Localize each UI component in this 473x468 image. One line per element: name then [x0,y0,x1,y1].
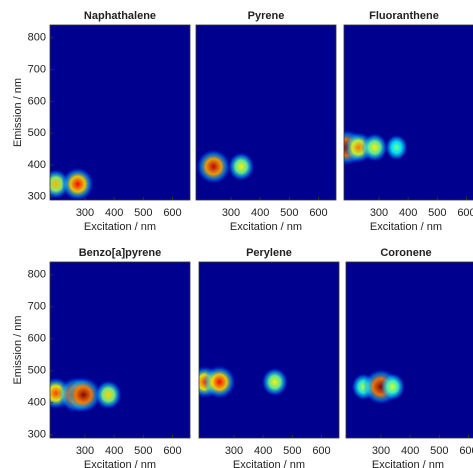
plot-background [344,25,473,200]
plot-background [346,262,473,438]
plot-frame [198,261,340,439]
y-tick-label: 300 [28,191,46,203]
peak [261,367,289,397]
x-tick-label: 300 [222,207,240,219]
plot-area [351,368,406,405]
panel-title: Pyrene [248,10,285,22]
y-tick-label: 700 [28,63,46,75]
x-tick-label: 600 [457,207,473,219]
x-tick-label: 300 [372,445,390,457]
x-axis-label: Excitation / nm [370,221,442,233]
panel-title: Fluoranthene [369,10,439,22]
plot-frame [343,24,473,201]
y-tick-label: 600 [28,95,46,107]
peak [361,133,388,162]
x-tick-label: 400 [399,207,417,219]
y-tick-label: 300 [28,429,46,441]
x-tick-label: 500 [430,445,448,457]
x-tick-label: 300 [225,445,243,457]
panel: Fluoranthene 300 400 500 600 Excitation / nm [343,10,473,233]
x-tick-label: 400 [254,445,272,457]
x-tick-label: 600 [163,445,181,457]
panel: Benzo[a]pyrene 300 400 500 600 Excitation / n… [12,247,191,468]
panel: Naphathalene 300 400 500 600 Excitation / nm 3… [12,10,191,233]
x-tick-label: 400 [401,445,419,457]
panel-title: Naphathalene [84,10,156,22]
plot-frame [49,261,191,439]
plot-background [199,262,339,438]
y-tick-label: 800 [28,269,46,281]
x-axis-label: Excitation / nm [84,221,156,233]
y-tick-label: 800 [28,32,46,44]
peak [385,134,408,161]
y-tick-label: 400 [28,159,46,171]
peak [228,152,255,181]
panel-title: Perylene [246,247,292,259]
y-tick-label: 600 [28,333,46,345]
y-tick-label: 500 [28,365,46,377]
x-tick-label: 300 [370,207,388,219]
panel: Perylene 300 400 500 600 Excitation / nm [198,247,340,468]
x-tick-label: 600 [163,207,181,219]
plot-area [196,149,255,184]
peak [380,373,406,401]
plot-frame [195,24,337,201]
y-axis-label: Emission / nm [12,78,24,147]
x-tick-label: 600 [312,445,330,457]
y-tick-label: 500 [28,127,46,139]
panel: Coronene 300 400 500 600 Excitation / nm [345,247,473,468]
x-axis-label: Excitation / nm [233,459,305,468]
x-tick-label: 400 [105,445,123,457]
x-tick-label: 500 [134,207,152,219]
y-tick-label: 700 [28,301,46,313]
plot-frame [49,24,191,201]
peak [61,167,95,200]
x-tick-label: 600 [309,207,327,219]
x-tick-label: 400 [251,207,269,219]
peak [65,376,102,413]
plot-area [50,376,122,413]
x-axis-label: Excitation / nm [230,221,302,233]
peak [94,380,122,410]
panel-title: Coronene [380,247,431,259]
x-tick-label: 300 [76,207,94,219]
x-tick-label: 500 [280,207,298,219]
panel-title: Benzo[a]pyrene [79,247,162,259]
plot-area [50,167,95,200]
y-tick-label: 400 [28,397,46,409]
x-tick-label: 500 [134,445,152,457]
x-axis-label: Excitation / nm [372,459,444,468]
peak [203,365,236,399]
x-tick-label: 500 [428,207,446,219]
x-tick-label: 600 [459,445,473,457]
peak [196,149,231,184]
plot-area [344,129,408,166]
x-tick-label: 500 [283,445,301,457]
panel: Pyrene 300 400 500 600 Excitation / nm [195,10,337,233]
y-axis-label: Emission / nm [12,315,24,384]
plot-area [199,365,289,399]
x-tick-label: 300 [76,445,94,457]
x-tick-label: 400 [105,207,123,219]
x-axis-label: Excitation / nm [84,459,156,468]
plot-frame [345,261,473,439]
